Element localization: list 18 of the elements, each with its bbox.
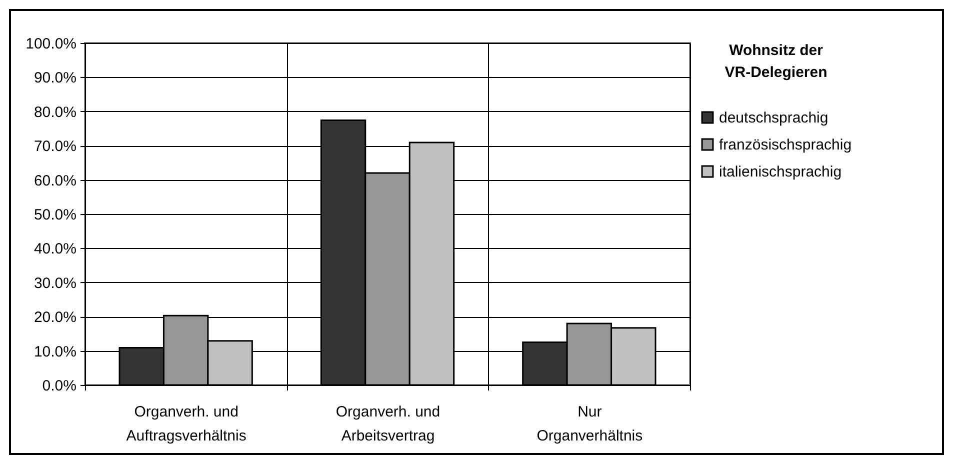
y-tick-label: 60.0% bbox=[34, 172, 76, 190]
y-tick-label: 40.0% bbox=[34, 240, 76, 258]
x-tick-label: Organverh. und Auftragsverhältnis bbox=[126, 404, 246, 444]
y-tick-label: 100.0% bbox=[26, 36, 76, 52]
legend-label: deutschsprachig bbox=[719, 110, 828, 126]
legend-label: italienischsprachig bbox=[719, 164, 842, 180]
y-tick-label: 0.0% bbox=[42, 378, 76, 394]
legend-label: französischsprachig bbox=[719, 136, 852, 154]
y-tick-label: 20.0% bbox=[34, 309, 76, 326]
legend-title: Wohnsitz der VR-Delegieren bbox=[724, 42, 828, 81]
y-tick-label: 90.0% bbox=[34, 70, 76, 87]
y-tick-label: 80.0% bbox=[34, 104, 76, 121]
y-tick-label: 10.0% bbox=[34, 343, 76, 360]
y-tick-label: 70.0% bbox=[34, 138, 76, 156]
y-tick-label: 50.0% bbox=[34, 206, 76, 224]
y-tick-label: 30.0% bbox=[34, 274, 76, 292]
x-tick-label: Nur Organverhältnis bbox=[536, 404, 643, 444]
x-tick-label: Organverh. und Arbeitsvertrag bbox=[336, 404, 440, 444]
